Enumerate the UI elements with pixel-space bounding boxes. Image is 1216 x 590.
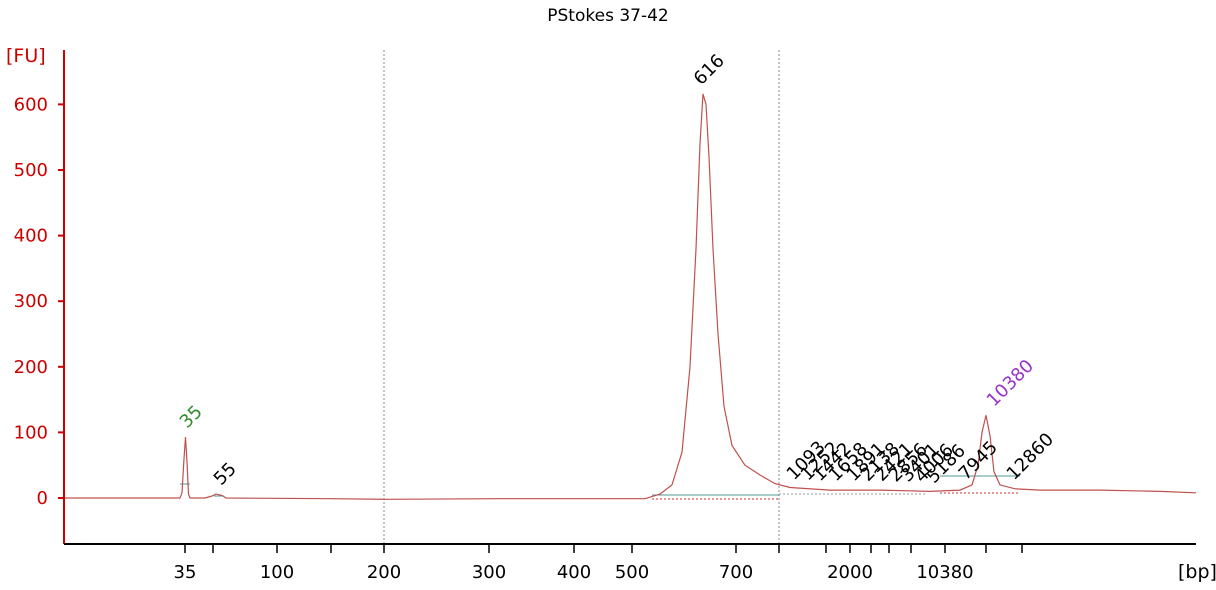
y-tick-label: 400	[14, 226, 48, 247]
fluorescence-trace	[64, 93, 1197, 500]
y-tick-label: 0	[37, 488, 48, 509]
x-tick-label: 300	[472, 562, 506, 583]
peak-label: 616	[690, 50, 729, 89]
x-tick-label: 35	[174, 562, 197, 583]
x-tick-label: 10380	[916, 562, 973, 583]
y-tick-label: 100	[14, 422, 48, 443]
chart-title: PStokes 37-42	[547, 6, 669, 26]
y-tick-label: 300	[14, 291, 48, 312]
y-axis-label: [FU]	[6, 45, 46, 67]
x-tick-label: 100	[260, 562, 294, 583]
x-tick-label: 2000	[827, 562, 873, 583]
x-tick-label: 200	[367, 562, 401, 583]
x-tick-label: 400	[557, 562, 591, 583]
peak-label: 12860	[1003, 429, 1058, 484]
x-tick-label: 500	[615, 562, 649, 583]
y-tick-label: 200	[14, 357, 48, 378]
x-tick-label: 700	[719, 562, 753, 583]
peak-label: 10380	[983, 356, 1038, 411]
y-tick-label: 500	[14, 160, 48, 181]
peak-label: 35	[176, 401, 207, 432]
x-axis-label: [bp]	[1178, 561, 1216, 583]
peak-label: 55	[210, 459, 241, 490]
y-tick-label: 600	[14, 94, 48, 115]
